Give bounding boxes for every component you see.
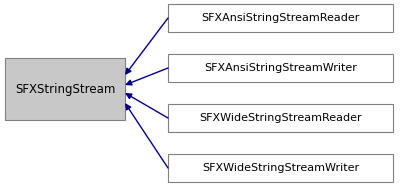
Text: SFXAnsiStringStreamReader: SFXAnsiStringStreamReader: [201, 13, 360, 23]
Text: SFXAnsiStringStreamWriter: SFXAnsiStringStreamWriter: [204, 63, 357, 73]
FancyBboxPatch shape: [168, 104, 393, 132]
Text: SFXWideStringStreamReader: SFXWideStringStreamReader: [199, 113, 362, 123]
FancyBboxPatch shape: [168, 54, 393, 82]
FancyBboxPatch shape: [168, 154, 393, 182]
Text: SFXWideStringStreamWriter: SFXWideStringStreamWriter: [202, 163, 359, 173]
Text: SFXStringStream: SFXStringStream: [15, 83, 115, 95]
FancyBboxPatch shape: [5, 58, 125, 120]
FancyBboxPatch shape: [168, 4, 393, 32]
